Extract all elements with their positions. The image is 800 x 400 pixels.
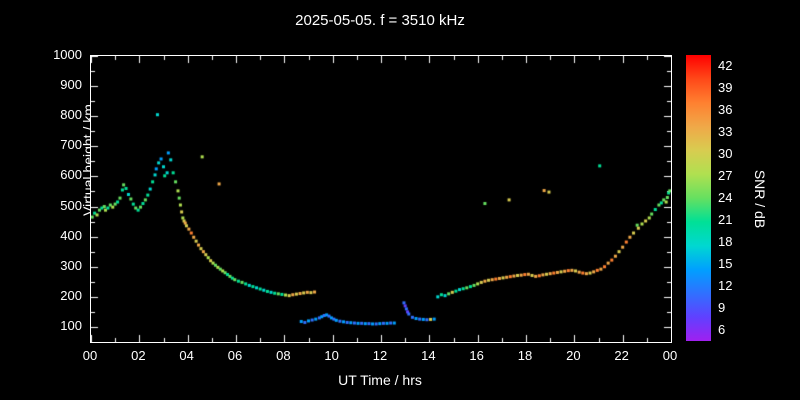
colorbar-tick-label: 39 bbox=[718, 80, 733, 95]
colorbar-tick-label: 21 bbox=[718, 212, 733, 227]
y-tick-label: 700 bbox=[60, 137, 82, 153]
scatter-canvas bbox=[91, 56, 671, 342]
colorbar-label: SNR / dB bbox=[752, 169, 768, 229]
x-tick-label: 18 bbox=[517, 348, 533, 363]
y-tick-label: 400 bbox=[60, 227, 82, 243]
y-tick-label: 500 bbox=[60, 197, 82, 213]
colorbar-tick-label: 36 bbox=[718, 102, 733, 117]
colorbar-tick-label: 27 bbox=[718, 168, 733, 183]
x-tick-label: 04 bbox=[179, 348, 194, 363]
x-axis-label: UT Time / hrs bbox=[338, 372, 422, 388]
colorbar-tick-label: 30 bbox=[718, 146, 733, 161]
colorbar-tick-label: 18 bbox=[718, 234, 733, 249]
y-tick-label: 900 bbox=[60, 77, 82, 93]
x-tick-label: 10 bbox=[324, 348, 339, 363]
y-tick-label: 200 bbox=[60, 287, 82, 303]
y-tick-label: 1000 bbox=[53, 47, 82, 62]
y-tick-label: 300 bbox=[60, 257, 82, 273]
plot-area bbox=[90, 55, 672, 343]
x-tick-label: 12 bbox=[372, 348, 388, 363]
x-tick-label: 20 bbox=[566, 348, 581, 363]
x-tick-label: 02 bbox=[131, 348, 146, 363]
colorbar-tick-label: 33 bbox=[718, 124, 733, 139]
y-tick-label: 600 bbox=[60, 167, 82, 183]
colorbar-tick-label: 9 bbox=[718, 300, 726, 315]
colorbar-tick-label: 42 bbox=[718, 58, 733, 73]
x-tick-label: 16 bbox=[469, 348, 484, 363]
colorbar-tick-label: 6 bbox=[718, 322, 726, 337]
snr-colorbar bbox=[686, 55, 711, 341]
colorbar-tick-label: 24 bbox=[718, 190, 733, 205]
x-tick-label: 08 bbox=[276, 348, 291, 363]
x-tick-label: 00 bbox=[662, 348, 678, 363]
colorbar-tick-label: 15 bbox=[718, 256, 733, 271]
x-tick-label: 06 bbox=[227, 348, 243, 363]
y-tick-label: 800 bbox=[60, 107, 82, 123]
x-tick-label: 22 bbox=[614, 348, 629, 363]
x-tick-label: 00 bbox=[82, 348, 98, 363]
colorbar-tick-label: 12 bbox=[718, 278, 733, 293]
x-tick-label: 14 bbox=[421, 348, 436, 363]
y-tick-label: 100 bbox=[60, 317, 82, 333]
chart-title: 2025-05-05. f = 3510 kHz bbox=[295, 12, 465, 29]
